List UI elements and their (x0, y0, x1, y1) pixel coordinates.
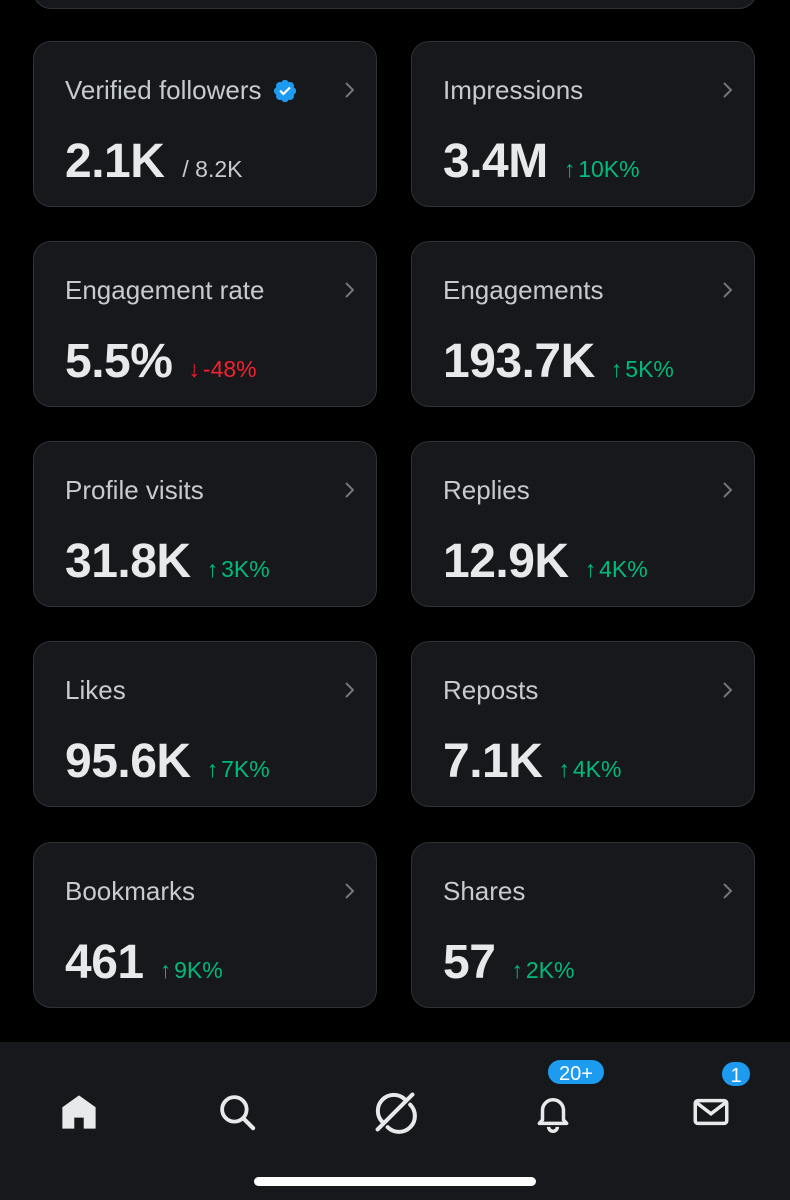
card-value-row: 57 ↑ 2K% (443, 935, 574, 990)
card-verified-followers[interactable]: Verified followers 2.1K / 8.2K (33, 41, 377, 207)
arrow-down-icon: ↓ (188, 356, 200, 382)
messages-badge: 1 (720, 1060, 752, 1088)
card-value-row: 2.1K / 8.2K (65, 134, 243, 189)
card-value: 31.8K (65, 535, 191, 588)
card-value-row: 95.6K ↑ 7K% (65, 734, 270, 789)
card-replies[interactable]: Replies 12.9K ↑ 4K% (411, 441, 755, 607)
arrow-up-icon: ↑ (511, 957, 523, 983)
card-value: 3.4M (443, 135, 548, 188)
card-delta: ↑ 2K% (511, 957, 574, 984)
chevron-right-icon (345, 883, 355, 899)
arrow-up-icon: ↑ (610, 356, 623, 382)
card-title: Engagement rate (65, 275, 265, 305)
card-reposts[interactable]: Reposts 7.1K ↑ 4K% (411, 641, 755, 807)
card-delta: ↑ 9K% (160, 957, 223, 984)
card-delta: ↑ 4K% (585, 556, 648, 583)
card-delta-text: 2K% (525, 957, 575, 983)
mail-icon (693, 1098, 729, 1126)
card-delta-text: 4K% (599, 556, 648, 582)
card-impressions[interactable]: Impressions 3.4M ↑ 10K% (411, 41, 755, 207)
search-icon (220, 1095, 256, 1131)
card-delta-text: 5K% (625, 356, 674, 382)
card-value-row: 31.8K ↑ 3K% (65, 534, 270, 589)
card-value-row: 12.9K ↑ 4K% (443, 534, 648, 589)
arrow-up-icon: ↑ (206, 756, 219, 782)
card-bookmarks[interactable]: Bookmarks 461 ↑ 9K% (33, 842, 377, 1008)
analytics-grid: Verified followers 2.1K / 8.2K Impressio… (33, 41, 755, 1008)
card-engagements[interactable]: Engagements 193.7K ↑ 5K% (411, 241, 755, 407)
card-delta: ↑ 4K% (558, 756, 621, 783)
card-delta: ↓ -48% (188, 356, 256, 383)
card-title: Replies (443, 475, 530, 505)
chevron-right-icon (345, 282, 355, 298)
card-value: 7.1K (443, 735, 543, 788)
card-value: 95.6K (65, 735, 191, 788)
arrow-up-icon: ↑ (558, 756, 570, 782)
chevron-right-icon (723, 482, 733, 498)
card-title-text: Verified followers (65, 75, 262, 105)
card-delta: ↑ 7K% (207, 756, 270, 783)
nav-home[interactable] (49, 1082, 109, 1142)
chevron-right-icon (723, 883, 733, 899)
card-title: Shares (443, 876, 526, 906)
chevron-right-icon (345, 482, 355, 498)
card-value: 12.9K (443, 535, 569, 588)
card-value: 57 (443, 936, 496, 989)
nav-notifications[interactable] (523, 1082, 583, 1142)
card-title: Verified followers (65, 75, 298, 106)
card-delta-text: 7K% (221, 756, 270, 782)
card-title: Bookmarks (65, 876, 196, 906)
home-icon (62, 1095, 96, 1129)
chevron-right-icon (723, 282, 733, 298)
card-title: Likes (65, 675, 126, 705)
card-value-row: 461 ↑ 9K% (65, 935, 223, 990)
card-delta: ↑ 10K% (564, 156, 640, 183)
verified-badge-icon (273, 79, 296, 102)
chevron-right-icon (723, 682, 733, 698)
notifications-badge: 20+ (546, 1058, 606, 1086)
card-value-row: 3.4M ↑ 10K% (443, 134, 640, 189)
card-title: Impressions (443, 75, 584, 105)
arrow-up-icon: ↑ (159, 957, 172, 983)
card-value-row: 5.5% ↓ -48% (65, 334, 257, 389)
card-total: / 8.2K (182, 156, 243, 182)
card-likes[interactable]: Likes 95.6K ↑ 7K% (33, 641, 377, 807)
card-delta-text: -48% (202, 356, 257, 382)
grok-icon (375, 1092, 417, 1134)
chevron-right-icon (345, 682, 355, 698)
card-delta: ↑ 5K% (611, 356, 674, 383)
chevron-right-icon (723, 82, 733, 98)
nav-grok[interactable] (365, 1082, 425, 1142)
card-title: Profile visits (65, 475, 204, 505)
card-delta-text: 9K% (174, 957, 223, 983)
card-value-row: 7.1K ↑ 4K% (443, 734, 621, 789)
chevron-right-icon (345, 82, 355, 98)
card-title: Reposts (443, 675, 539, 705)
bottom-tab-bar: 20+ 1 (0, 1042, 790, 1200)
card-value: 461 (65, 936, 144, 989)
card-engagement-rate[interactable]: Engagement rate 5.5% ↓ -48% (33, 241, 377, 407)
card-delta-text: 4K% (572, 756, 622, 782)
card-value: 193.7K (443, 335, 595, 388)
arrow-up-icon: ↑ (563, 156, 576, 182)
card-profile-visits[interactable]: Profile visits 31.8K ↑ 3K% (33, 441, 377, 607)
card-delta-text: 3K% (221, 556, 270, 582)
card-delta: ↑ 3K% (207, 556, 270, 583)
nav-messages[interactable] (681, 1082, 741, 1142)
card-value-row: 193.7K ↑ 5K% (443, 334, 674, 389)
card-value: 5.5% (65, 335, 173, 388)
home-indicator (254, 1177, 536, 1186)
nav-search[interactable] (207, 1082, 267, 1142)
bell-icon (537, 1098, 569, 1133)
arrow-up-icon: ↑ (584, 556, 597, 582)
arrow-up-icon: ↑ (206, 556, 219, 582)
card-value: 2.1K (65, 135, 165, 188)
card-title: Engagements (443, 275, 604, 305)
card-shares[interactable]: Shares 57 ↑ 2K% (411, 842, 755, 1008)
card-delta-text: 10K% (578, 156, 640, 182)
